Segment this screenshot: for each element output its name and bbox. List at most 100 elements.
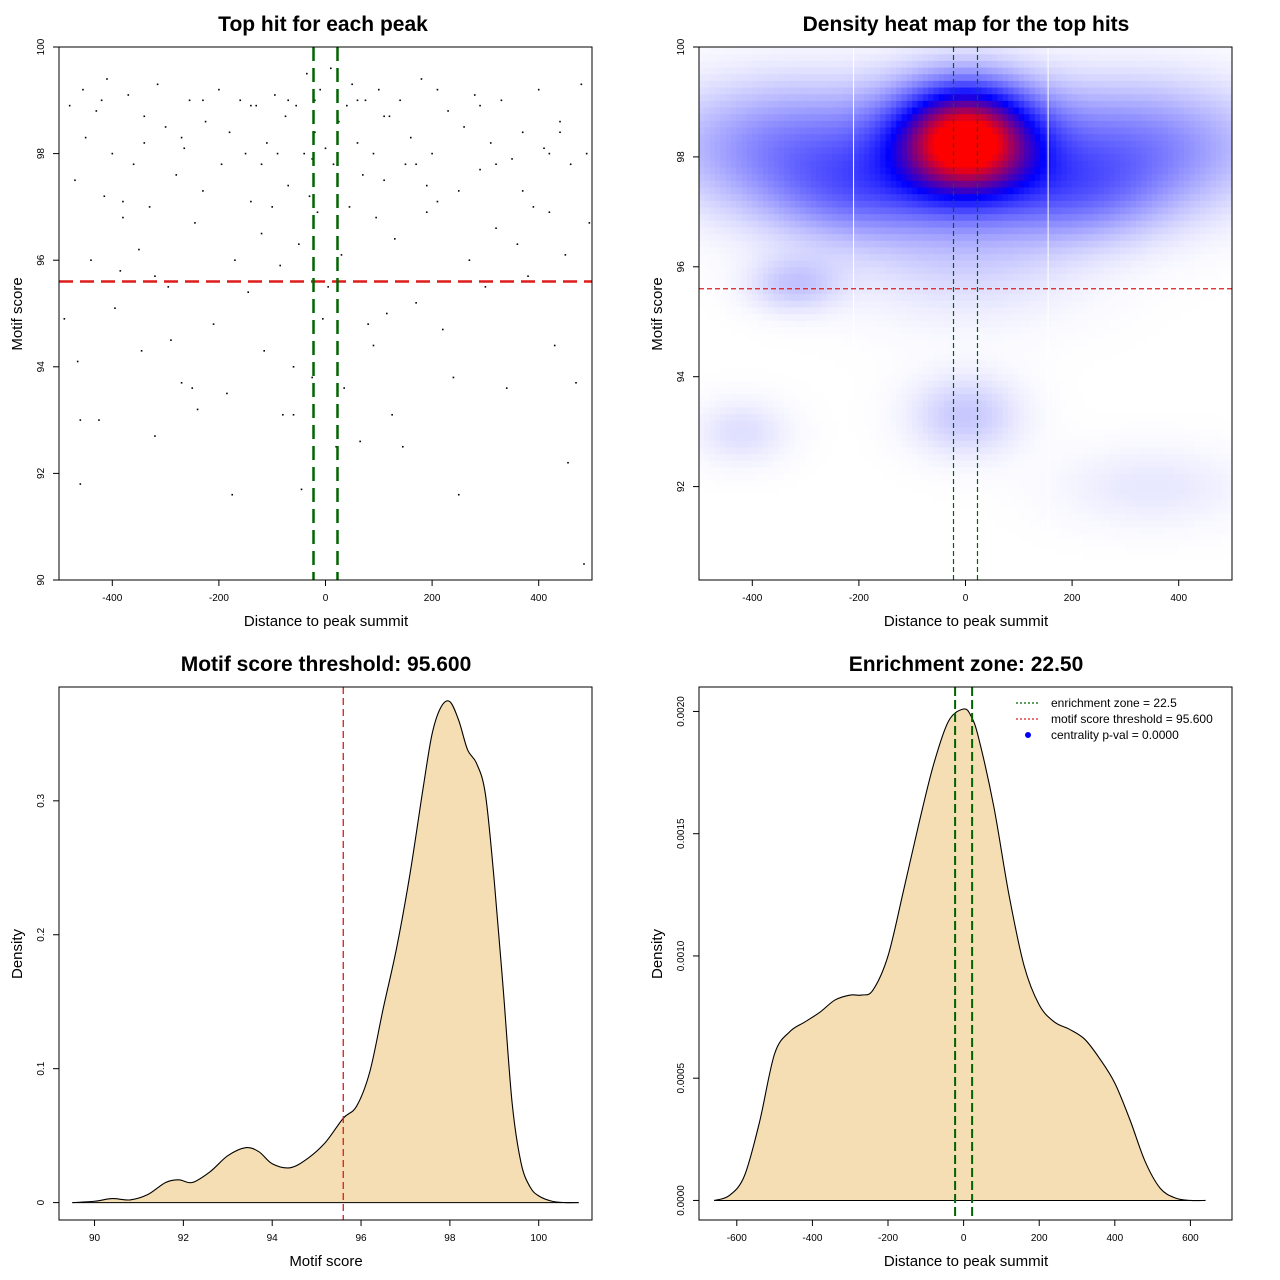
heatmap-cell bbox=[917, 226, 924, 235]
heatmap-cell bbox=[853, 100, 860, 108]
heatmap-cell bbox=[960, 320, 967, 328]
heatmap-cell bbox=[821, 520, 828, 528]
heatmap-cell bbox=[773, 166, 780, 175]
heatmap-cell bbox=[933, 47, 940, 55]
heatmap-cell bbox=[922, 266, 929, 275]
heatmap-cell bbox=[1002, 93, 1009, 101]
scatter-ytick-label: 90 bbox=[36, 574, 47, 586]
heatmap-cell bbox=[944, 520, 951, 528]
heatmap-cell bbox=[832, 286, 839, 295]
heatmap-cell bbox=[917, 446, 924, 455]
heatmap-cell bbox=[1013, 380, 1020, 388]
heatmap-cell bbox=[778, 80, 785, 88]
heatmap-cell bbox=[842, 66, 849, 75]
heatmap-cell bbox=[805, 420, 812, 428]
heatmap-cell bbox=[789, 260, 796, 268]
scatter-point bbox=[532, 206, 535, 208]
heatmap-cell bbox=[976, 166, 983, 175]
heatmap-cell bbox=[741, 393, 748, 401]
heatmap-cell bbox=[848, 206, 855, 215]
heatmap-cell bbox=[874, 546, 881, 554]
heatmap-cell bbox=[981, 326, 988, 335]
heatmap-cell bbox=[699, 486, 705, 494]
heatmap-cell bbox=[901, 246, 908, 255]
heatmap-cell bbox=[704, 113, 711, 121]
heatmap-cell bbox=[965, 493, 972, 501]
heatmap-cell bbox=[1013, 113, 1020, 121]
heatmap-cell bbox=[906, 386, 913, 395]
heatmap-cell bbox=[709, 113, 716, 121]
heatmap-cell bbox=[869, 133, 876, 141]
heatmap-cell bbox=[789, 220, 796, 228]
heatmap-cell bbox=[821, 573, 828, 580]
heatmap-cell bbox=[880, 473, 887, 481]
heatmap-cell bbox=[714, 213, 721, 221]
heatmap-cell bbox=[954, 320, 961, 328]
heatmap-cell bbox=[805, 553, 812, 561]
heatmap-cell bbox=[746, 326, 753, 335]
scatter-point bbox=[505, 387, 508, 389]
heatmap-cell bbox=[1002, 440, 1009, 448]
heatmap-cell bbox=[997, 320, 1004, 328]
heatmap-cell bbox=[778, 166, 785, 175]
heatmap-cell bbox=[944, 93, 951, 101]
heatmap-cell bbox=[901, 313, 908, 321]
heatmap-cell bbox=[970, 126, 977, 135]
heatmap-cell bbox=[704, 440, 711, 448]
scatter-point bbox=[63, 318, 66, 320]
heatmap-cell bbox=[800, 206, 807, 215]
heatmap-cell bbox=[933, 280, 940, 288]
heatmap-cell bbox=[869, 246, 876, 255]
heatmap-cell bbox=[864, 246, 871, 255]
heatmap-cell bbox=[896, 47, 903, 55]
heatmap-cell bbox=[1002, 86, 1009, 95]
heatmap-cell bbox=[821, 553, 828, 561]
heatmap-cell bbox=[901, 206, 908, 215]
heatmap-cell bbox=[757, 560, 764, 568]
heatmap-cell bbox=[997, 200, 1004, 208]
heatmap-cell bbox=[981, 480, 988, 488]
heatmap-cell bbox=[912, 533, 919, 541]
heatmap-cell bbox=[890, 226, 897, 235]
heatmap-cell bbox=[848, 360, 855, 368]
heatmap-cell bbox=[954, 60, 961, 68]
heatmap-cell bbox=[826, 246, 833, 255]
heatmap-cell bbox=[848, 186, 855, 195]
heatmap-cell bbox=[992, 66, 999, 75]
heatmap-cell bbox=[933, 153, 940, 161]
heatmap-cell bbox=[880, 246, 887, 255]
heatmap-cell bbox=[890, 326, 897, 335]
heatmap-cell bbox=[896, 500, 903, 508]
heatmap-cell bbox=[714, 73, 721, 81]
heatmap-cell bbox=[741, 286, 748, 295]
heatmap-cell bbox=[874, 213, 881, 221]
heatmap-cell bbox=[762, 173, 769, 181]
heatmap-cell bbox=[869, 226, 876, 235]
heatmap-cell bbox=[746, 566, 753, 574]
scatter-xtick-label: 400 bbox=[530, 593, 547, 604]
heatmap-cell bbox=[869, 453, 876, 461]
heatmap-cell bbox=[762, 440, 769, 448]
heatmap-cell bbox=[960, 413, 967, 421]
heatmap-cell bbox=[917, 333, 924, 341]
heatmap-cell bbox=[853, 493, 860, 501]
heatmap-cell bbox=[864, 380, 871, 388]
heatmap-cell bbox=[960, 366, 967, 375]
heatmap-cell bbox=[714, 113, 721, 121]
heatmap-cell bbox=[1008, 220, 1015, 228]
heatmap-cell bbox=[976, 86, 983, 95]
heatmap-cell bbox=[810, 47, 817, 55]
heatmap-cell bbox=[805, 53, 812, 61]
heatmap-cell bbox=[997, 233, 1004, 241]
heatmap-cell bbox=[821, 306, 828, 315]
heatmap-cell bbox=[699, 180, 705, 188]
heatmap-cell bbox=[933, 300, 940, 308]
heatmap-cell bbox=[800, 126, 807, 135]
heatmap-cell bbox=[784, 286, 791, 295]
heatmap-cell bbox=[874, 266, 881, 275]
heatmap-cell bbox=[704, 120, 711, 128]
heatmap-cell bbox=[816, 533, 823, 541]
heatmap-cell bbox=[1002, 47, 1009, 55]
heatmap-cell bbox=[805, 506, 812, 514]
heatmap-cell bbox=[810, 260, 817, 268]
